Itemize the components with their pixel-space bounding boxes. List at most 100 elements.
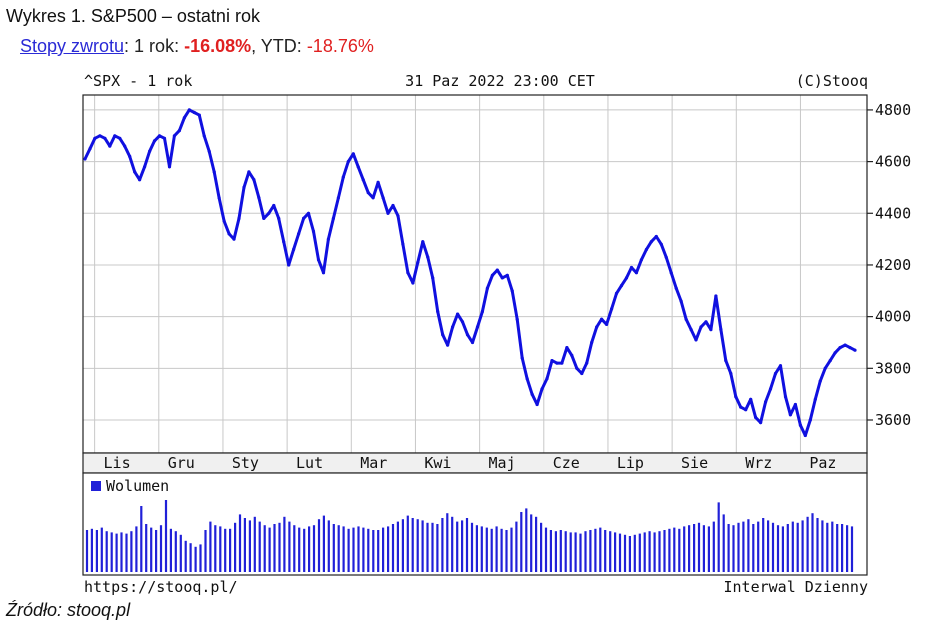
price-point: [103, 136, 107, 140]
price-point: [813, 397, 817, 401]
price-point: [426, 255, 430, 259]
price-point: [192, 110, 196, 115]
price-point: [366, 191, 370, 195]
price-point: [287, 263, 291, 267]
price-point: [674, 286, 678, 290]
price-point: [619, 284, 624, 288]
price-point: [128, 154, 132, 158]
price-point: [634, 271, 639, 275]
price-point: [361, 178, 365, 182]
price-point: [853, 348, 857, 352]
price-point: [202, 134, 206, 138]
price-point: [282, 240, 286, 244]
volume-panel-frame: [82, 472, 868, 576]
y-tick-label: 4800: [875, 101, 911, 119]
price-point: [684, 317, 688, 321]
price-point: [495, 268, 499, 272]
price-point: [724, 359, 728, 363]
price-point: [212, 170, 216, 174]
price-point: [808, 418, 812, 422]
price-point: [465, 333, 470, 337]
price-point: [709, 328, 713, 332]
volume-legend-swatch: [91, 481, 101, 491]
price-point: [93, 136, 97, 140]
returns-ytd-value: -18.76%: [306, 36, 374, 56]
returns-link[interactable]: Stopy zwrotu: [20, 36, 125, 56]
price-point: [614, 291, 619, 295]
price-point: [227, 232, 231, 236]
price-point: [157, 134, 162, 138]
chart-ticker: ^SPX - 1 rok: [84, 72, 192, 90]
price-point: [421, 240, 425, 244]
price-point: [341, 175, 345, 179]
price-point: [401, 242, 405, 246]
price-point: [177, 129, 181, 133]
price-point: [605, 322, 609, 326]
price-point: [585, 361, 589, 365]
price-point: [729, 371, 733, 376]
price-point: [659, 242, 663, 246]
price-point: [550, 359, 554, 363]
price-point: [739, 405, 743, 409]
price-point: [480, 309, 484, 314]
price-point: [490, 273, 494, 277]
price-point: [331, 216, 335, 220]
price-point: [580, 371, 584, 376]
chart-url[interactable]: https://stooq.pl/: [84, 578, 238, 596]
price-point: [187, 108, 191, 112]
price-point: [734, 395, 738, 399]
y-tick-label: 3800: [875, 359, 911, 377]
price-series: [83, 108, 857, 438]
price-point: [565, 346, 569, 350]
price-point: [237, 216, 241, 220]
price-point: [182, 116, 186, 120]
y-tick-label: 4200: [875, 256, 911, 274]
price-point: [629, 265, 634, 270]
price-point: [436, 309, 440, 314]
price-point: [242, 185, 246, 189]
price-point: [297, 232, 301, 236]
price-point: [416, 260, 420, 264]
price-point: [754, 415, 758, 419]
price-point: [98, 134, 102, 138]
price-point: [610, 307, 614, 311]
page-title: Wykres 1. S&P500 – ostatni rok: [6, 6, 260, 26]
x-axis-ticks: Lis Gru Sty Lut Mar Kwi Maj Cze Lip Sie Wrz Paz: [104, 454, 837, 472]
price-point: [302, 216, 306, 220]
chart-interval: Interwal Dzienny: [724, 578, 869, 596]
price-grid: [83, 95, 867, 453]
y-tick-label: 4000: [875, 308, 911, 326]
price-point: [679, 299, 683, 303]
price-point: [232, 237, 236, 241]
price-point: [396, 214, 400, 218]
price-point: [828, 359, 832, 363]
price-point: [694, 338, 698, 342]
price-point: [644, 247, 649, 252]
price-point: [744, 408, 748, 412]
returns-ytd-label: , YTD:: [251, 36, 307, 56]
price-point: [356, 165, 360, 169]
x-tick-label: Wrz: [745, 454, 772, 472]
price-point: [624, 276, 629, 280]
price-point: [768, 387, 773, 391]
price-point: [113, 134, 117, 138]
price-point: [535, 402, 539, 407]
price-point: [669, 271, 673, 275]
price-point: [778, 364, 783, 368]
price-point: [172, 134, 176, 138]
price-point: [714, 294, 718, 298]
price-point: [798, 423, 803, 427]
x-tick-label: Cze: [553, 454, 580, 472]
price-point: [575, 366, 579, 370]
price-point: [292, 247, 296, 252]
x-tick-label: Sty: [232, 454, 259, 472]
price-point: [257, 196, 261, 200]
returns-1y-value: -16.08%: [184, 36, 252, 56]
price-point: [595, 325, 599, 329]
price-point: [197, 113, 201, 117]
price-point: [838, 346, 842, 350]
price-point: [654, 234, 658, 239]
price-point: [485, 286, 489, 290]
price-point: [451, 325, 455, 329]
